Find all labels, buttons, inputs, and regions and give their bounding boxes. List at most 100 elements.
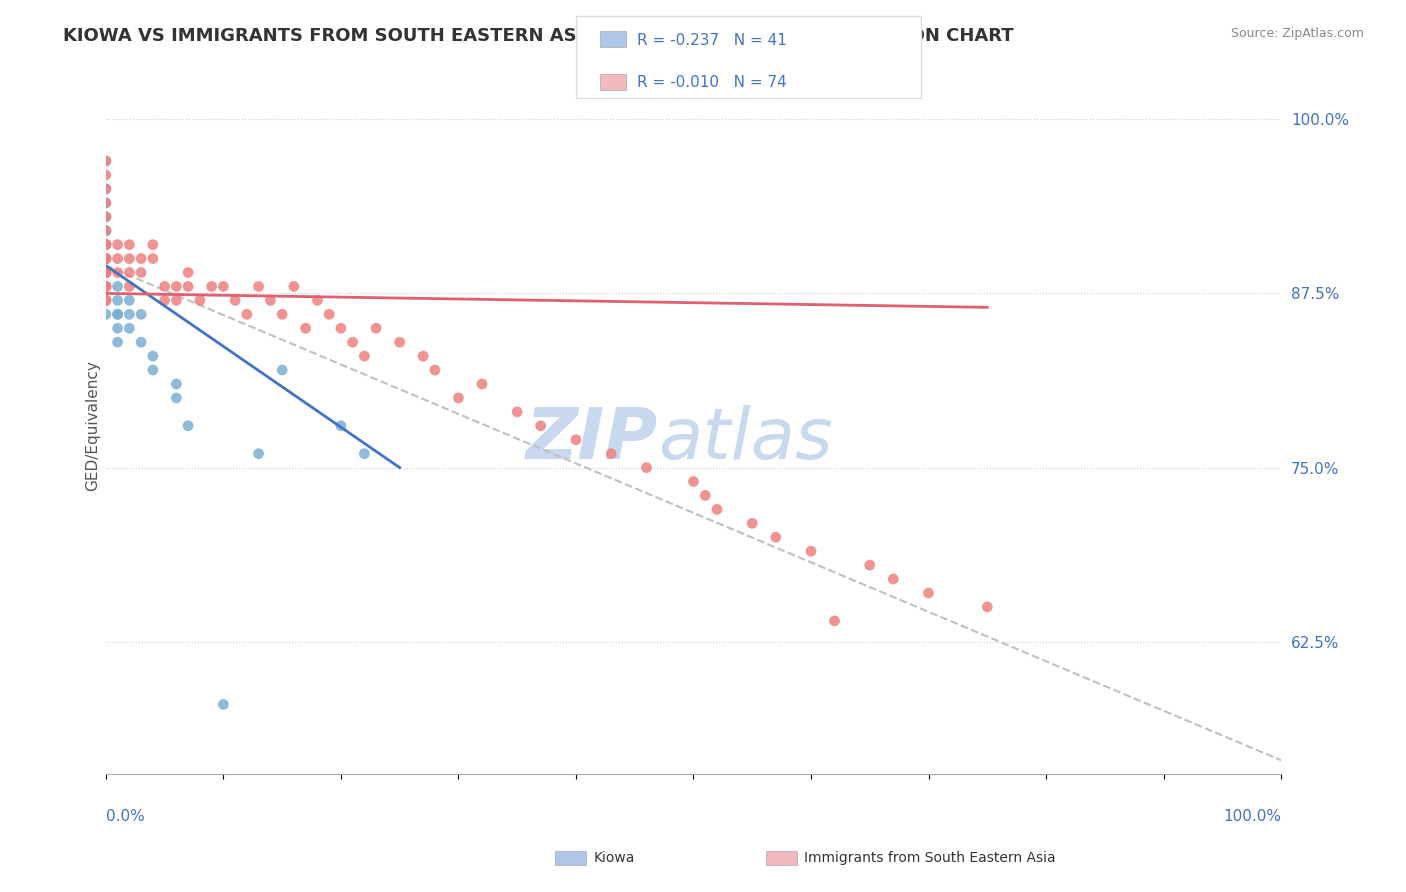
Point (412, 349, 434, 363)
Point (247, 279, 270, 293)
Point (142, 237, 165, 252)
Point (94, 252, 117, 266)
Point (165, 376, 187, 391)
Point (94, 154, 117, 169)
Point (329, 321, 352, 335)
Point (94, 252, 117, 266)
Point (153, 293, 176, 308)
Point (94, 237, 117, 252)
Point (118, 237, 141, 252)
Point (94, 279, 117, 293)
Point (94, 168, 117, 182)
Point (94, 224, 117, 238)
Text: KIOWA VS IMMIGRANTS FROM SOUTH EASTERN ASIA GED/EQUIVALENCY CORRELATION CHART: KIOWA VS IMMIGRANTS FROM SOUTH EASTERN A… (63, 27, 1014, 45)
Point (165, 293, 187, 308)
Point (271, 363, 294, 377)
Point (318, 307, 340, 321)
Point (118, 307, 141, 321)
Point (107, 293, 129, 308)
Point (142, 349, 165, 363)
Point (94, 279, 117, 293)
Point (212, 698, 235, 712)
Text: 0.0%: 0.0% (105, 809, 145, 824)
Point (94, 237, 117, 252)
Point (94, 279, 117, 293)
Point (271, 307, 294, 321)
Point (682, 475, 704, 489)
Point (94, 224, 117, 238)
Point (94, 195, 117, 210)
Point (177, 266, 200, 280)
Point (636, 460, 658, 475)
Point (824, 614, 846, 628)
Point (188, 293, 211, 308)
Point (859, 558, 882, 573)
Point (129, 252, 152, 266)
Point (94, 237, 117, 252)
Point (94, 266, 117, 280)
Point (94, 279, 117, 293)
Point (94, 210, 117, 224)
Point (366, 321, 388, 335)
Point (247, 447, 270, 461)
Point (118, 252, 141, 266)
Point (129, 307, 152, 321)
Point (94, 154, 117, 169)
Point (118, 266, 141, 280)
Point (118, 279, 141, 293)
Point (600, 447, 623, 461)
Point (765, 530, 787, 544)
Point (107, 252, 129, 266)
Point (706, 502, 728, 516)
Point (94, 182, 117, 196)
Point (94, 293, 117, 308)
Point (329, 418, 352, 433)
Point (353, 447, 375, 461)
Point (201, 279, 224, 293)
Point (107, 279, 129, 293)
Point (94, 252, 117, 266)
Point (94, 307, 117, 321)
Point (118, 321, 141, 335)
Point (388, 335, 411, 350)
Text: atlas: atlas (658, 405, 832, 475)
Point (342, 335, 364, 350)
Point (506, 405, 529, 419)
Point (129, 266, 152, 280)
Text: R = -0.237   N = 41: R = -0.237 N = 41 (637, 33, 787, 47)
Point (142, 252, 165, 266)
Point (917, 586, 939, 600)
Point (177, 418, 200, 433)
Point (107, 307, 129, 321)
Point (107, 321, 129, 335)
Point (94, 237, 117, 252)
Point (294, 321, 316, 335)
Y-axis label: GED/Equivalency: GED/Equivalency (86, 360, 100, 491)
Point (94, 266, 117, 280)
Point (94, 224, 117, 238)
Text: R = -0.010   N = 74: R = -0.010 N = 74 (637, 76, 787, 90)
Point (94, 266, 117, 280)
Point (94, 237, 117, 252)
Text: ZIP: ZIP (526, 405, 658, 475)
Point (882, 572, 904, 586)
Point (283, 279, 305, 293)
Point (741, 516, 763, 531)
Point (236, 307, 259, 321)
Point (94, 182, 117, 196)
Point (423, 363, 446, 377)
Point (94, 210, 117, 224)
Point (530, 418, 553, 433)
Text: Kiowa: Kiowa (593, 851, 634, 865)
Text: 100.0%: 100.0% (1223, 809, 1281, 824)
Point (107, 266, 129, 280)
Point (695, 488, 717, 502)
Point (565, 433, 588, 447)
Point (107, 237, 129, 252)
Point (259, 293, 281, 308)
Point (94, 293, 117, 308)
Point (353, 349, 375, 363)
Point (165, 279, 187, 293)
Point (976, 599, 998, 614)
Point (142, 363, 165, 377)
